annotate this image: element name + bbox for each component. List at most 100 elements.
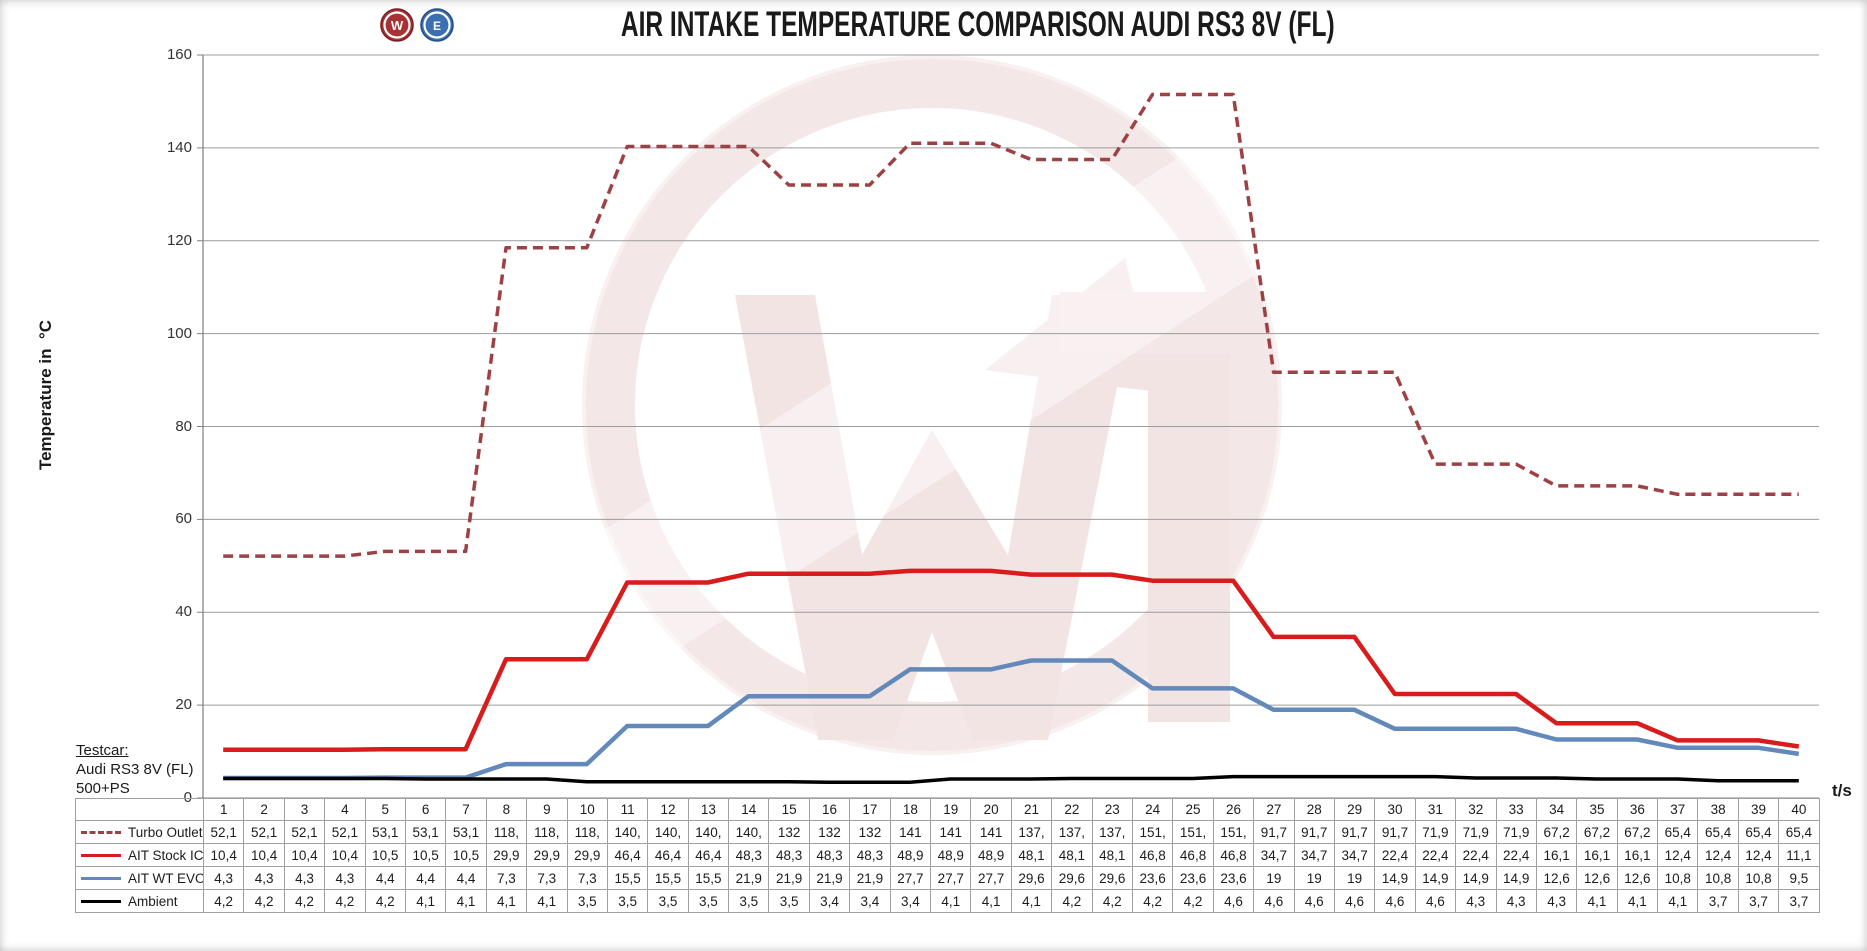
table-cell: 118, — [566, 820, 608, 844]
table-cell: 29,6 — [1051, 866, 1093, 890]
table-header-cell: 3 — [283, 798, 326, 821]
table-cell: 137, — [1051, 820, 1093, 844]
table-row: AIT Stock IC 10,4 10,4 10,4 10,4 10,5 10,5 10,5… — [75, 843, 1820, 867]
table-row: Ambient 4,2 4,2 4,2 4,2 4,2 4,1 4,1 4,1 4,1 3,5 3,5… — [75, 889, 1820, 913]
table-cell: 21,9 — [849, 866, 891, 890]
table-cell: 48,9 — [970, 843, 1012, 867]
table-header-cell: 18 — [889, 798, 932, 821]
legend-line-sample-icon — [81, 876, 121, 880]
table-cell: 4,1 — [404, 889, 447, 913]
table-cell: 4,2 — [364, 889, 406, 913]
table-cell: 132 — [768, 820, 810, 844]
table-cell: 46,8 — [1212, 843, 1255, 867]
table-cell: 29,9 — [485, 843, 528, 867]
table-cell: 7,3 — [566, 866, 608, 890]
table-header-cell: 5 — [364, 798, 406, 821]
table-header-cell: 24 — [1131, 798, 1174, 821]
table-row: Turbo Outlet 52,1 52,1 52,1 52,1 53,1 53,1 53,1… — [75, 820, 1820, 844]
table-cell: 3,4 — [889, 889, 932, 913]
table-cell: 4,2 — [1051, 889, 1093, 913]
table-cell: 15,5 — [647, 866, 689, 890]
table-cell: 140, — [606, 820, 649, 844]
table-cell: 21,9 — [728, 866, 770, 890]
table-header-cell: 7 — [445, 798, 487, 821]
table-cell: 4,2 — [1091, 889, 1133, 913]
table-header-cell: 40 — [1778, 798, 1820, 821]
table-cell: 137, — [1010, 820, 1053, 844]
table-cell: 4,3 — [202, 866, 245, 890]
table-header-cell: 6 — [404, 798, 447, 821]
table-header-cell: 26 — [1212, 798, 1255, 821]
table-header-cell: 31 — [1414, 798, 1457, 821]
table-cell: 27,7 — [930, 866, 972, 890]
data-table: 1 2 3 4 5 6 7 8 9 10 11 12 13 14 15 16 17 18 19 20 21 22 23 24 2… — [75, 798, 1820, 913]
table-cell: 27,7 — [970, 866, 1012, 890]
table-cell: 10,4 — [283, 843, 326, 867]
table-cell: 48,9 — [930, 843, 972, 867]
y-tick-label: 80 — [175, 417, 192, 435]
table-cell: 23,6 — [1131, 866, 1174, 890]
table-header-cell: 19 — [930, 798, 972, 821]
table-cell: 46,4 — [687, 843, 730, 867]
table-cell: 140, — [647, 820, 689, 844]
table-cell: 16,1 — [1535, 843, 1578, 867]
table-cell: 15,5 — [606, 866, 649, 890]
table-cell: 67,2 — [1535, 820, 1578, 844]
table-cell: 4,4 — [445, 866, 487, 890]
table-cell: 4,1 — [970, 889, 1012, 913]
table-cell: 29,9 — [526, 843, 568, 867]
legend-cell: Ambient — [75, 889, 204, 913]
table-cell: 151, — [1172, 820, 1214, 844]
table-cell: 48,1 — [1091, 843, 1133, 867]
table-cell: 4,1 — [1616, 889, 1659, 913]
table-cell: 48,3 — [849, 843, 891, 867]
table-cell: 4,3 — [324, 866, 366, 890]
table-cell: 22,4 — [1414, 843, 1457, 867]
legend-label: Turbo Outlet — [128, 824, 203, 840]
table-cell: 14,9 — [1414, 866, 1457, 890]
table-cell: 141 — [889, 820, 932, 844]
series-line-turbo-outlet — [223, 92, 1799, 558]
table-header-cell: 30 — [1374, 798, 1416, 821]
table-cell: 3,5 — [728, 889, 770, 913]
table-header-cell: 8 — [485, 798, 528, 821]
table-cell: 23,6 — [1212, 866, 1255, 890]
testcar-heading: Testcar: — [76, 742, 129, 759]
table-cell: 141 — [930, 820, 972, 844]
table-cell: 27,7 — [889, 866, 932, 890]
table-cell: 4,1 — [930, 889, 972, 913]
table-header-cell: 29 — [1333, 798, 1376, 821]
table-cell: 4,1 — [1576, 889, 1618, 913]
table-cell: 19 — [1253, 866, 1295, 890]
table-cell: 3,5 — [687, 889, 730, 913]
table-cell: 10,8 — [1657, 866, 1699, 890]
table-cell: 67,2 — [1616, 820, 1659, 844]
table-cell: 46,8 — [1131, 843, 1174, 867]
table-cell: 53,1 — [364, 820, 406, 844]
table-cell: 19 — [1293, 866, 1335, 890]
legend-cell: Turbo Outlet — [75, 820, 204, 844]
table-cell: 4,1 — [526, 889, 568, 913]
wagner-tuning-logo-icon: W — [379, 8, 414, 42]
table-cell: 16,1 — [1616, 843, 1659, 867]
table-cell: 12,4 — [1657, 843, 1699, 867]
table-cell: 4,6 — [1293, 889, 1335, 913]
table-cell: 3,5 — [647, 889, 689, 913]
table-header-cell: 33 — [1495, 798, 1537, 821]
table-cell: 137, — [1091, 820, 1133, 844]
table-cell: 3,5 — [606, 889, 649, 913]
table-cell: 4,6 — [1374, 889, 1416, 913]
table-header-cell: 10 — [566, 798, 608, 821]
table-header-cell: 39 — [1737, 798, 1780, 821]
table-header-cell: 27 — [1253, 798, 1295, 821]
table-header-cell: 17 — [849, 798, 891, 821]
table-header-cell: 34 — [1535, 798, 1578, 821]
table-cell: 71,9 — [1414, 820, 1457, 844]
testcar-power: 500+PS — [76, 780, 130, 797]
table-header-cell: 9 — [526, 798, 568, 821]
table-cell: 12,4 — [1697, 843, 1739, 867]
table-cell: 91,7 — [1374, 820, 1416, 844]
table-header-cell: 28 — [1293, 798, 1335, 821]
table-cell: 65,4 — [1697, 820, 1739, 844]
